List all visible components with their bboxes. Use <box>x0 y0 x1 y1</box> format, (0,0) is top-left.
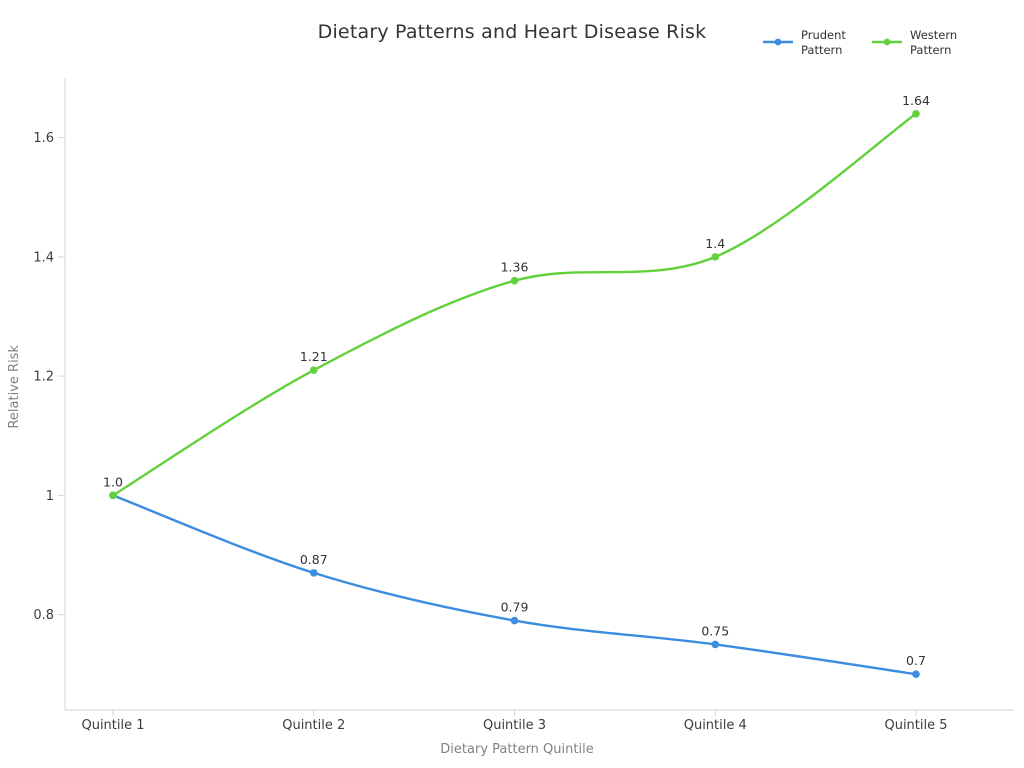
data-point-marker <box>912 109 920 118</box>
data-point-label: 1.36 <box>501 260 529 275</box>
legend-item-western-pattern: Western Pattern <box>871 28 964 58</box>
y-tick-label: 1.6 <box>33 131 54 146</box>
chart-title: Dietary Patterns and Heart Disease Risk <box>317 21 707 43</box>
data-point-label: 1.64 <box>902 93 930 108</box>
data-point-marker <box>510 276 519 285</box>
series-line-western-pattern <box>111 112 918 497</box>
data-point-marker <box>912 670 920 679</box>
legend-label-western-pattern: Western Pattern <box>910 28 958 58</box>
y-tick-label: 1.4 <box>33 250 54 265</box>
x-tick-label: Quintile 4 <box>684 718 747 733</box>
y-tick-label: 1.2 <box>33 370 54 385</box>
y-tick-label: 0.8 <box>33 608 54 623</box>
y-tick-label: 1 <box>46 489 54 504</box>
data-point-marker <box>309 569 318 577</box>
data-point-label: 0.75 <box>701 623 729 638</box>
x-tick-label: Quintile 3 <box>483 718 546 733</box>
x-tick-label: Quintile 5 <box>884 718 947 733</box>
data-point-marker <box>711 640 720 649</box>
data-point-label: 1.0 <box>103 474 123 489</box>
series-line-prudent-pattern <box>111 494 918 676</box>
legend: Prudent Pattern Western Pattern <box>762 28 964 58</box>
data-point-label: 0.7 <box>906 653 926 668</box>
data-point-marker <box>510 616 519 625</box>
legend-swatch-line-dot <box>872 38 902 46</box>
x-tick-label: Quintile 1 <box>81 718 144 733</box>
data-point-label: 1.21 <box>300 349 328 364</box>
data-point-marker <box>711 253 720 261</box>
x-tick-label: Quintile 2 <box>282 718 345 733</box>
x-axis-title: Dietary Pattern Quintile <box>440 742 594 757</box>
data-point-marker <box>109 491 117 500</box>
data-point-label: 1.4 <box>705 236 725 251</box>
legend-label-prudent-pattern: Prudent Pattern <box>801 28 846 58</box>
legend-swatch-line-dot <box>763 38 793 46</box>
data-point-label: 0.87 <box>300 552 328 567</box>
data-point-label: 0.79 <box>501 600 529 615</box>
legend-item-prudent-pattern: Prudent Pattern <box>762 28 855 58</box>
data-point-marker <box>309 366 318 374</box>
